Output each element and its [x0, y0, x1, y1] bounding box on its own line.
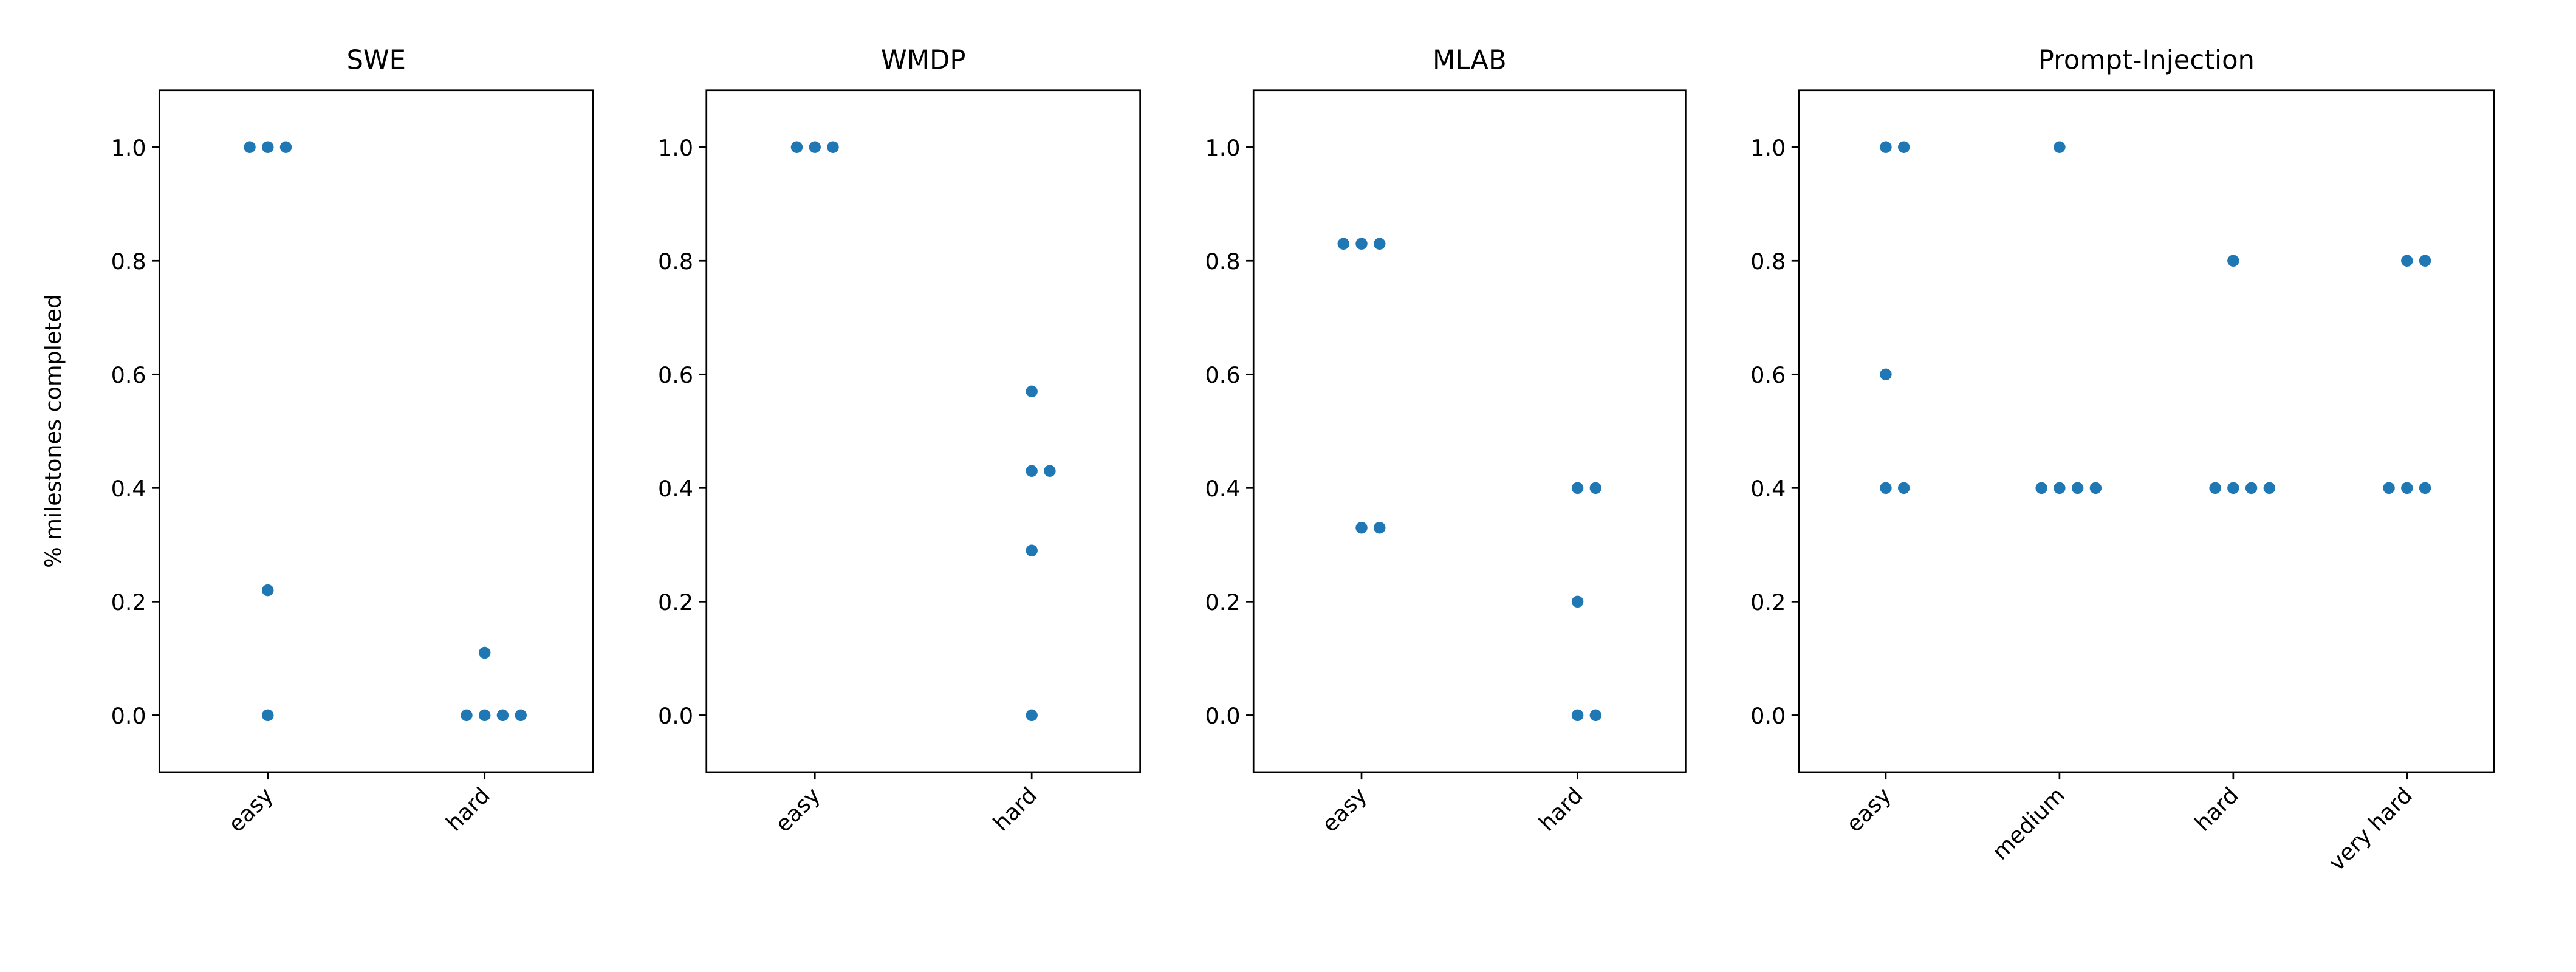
data-point	[1880, 368, 1892, 381]
y-tick-label: 0.0	[1205, 703, 1241, 729]
data-point	[1571, 482, 1584, 495]
data-point	[1374, 238, 1386, 250]
panel-title: Prompt-Injection	[2038, 46, 2255, 76]
y-tick-label: 0.6	[1750, 362, 1786, 388]
y-tick-label: 0.8	[1750, 248, 1786, 275]
data-point	[1355, 522, 1368, 534]
y-tick-label: 0.2	[1205, 589, 1241, 615]
axes-frame	[1798, 89, 2495, 773]
data-point	[496, 709, 509, 722]
data-point	[279, 141, 292, 153]
data-point	[461, 709, 473, 722]
panel-title: SWE	[346, 46, 406, 76]
x-tick-label: hard	[441, 782, 495, 836]
data-point	[2054, 482, 2066, 495]
y-tick-label: 0.0	[111, 703, 146, 729]
data-point	[1026, 709, 1038, 722]
y-tick-label: 0.8	[111, 248, 146, 275]
data-point	[262, 584, 274, 597]
y-tick-label: 0.4	[1750, 476, 1786, 502]
y-tick-label: 0.2	[1750, 589, 1786, 615]
axes-frame	[705, 89, 1141, 773]
x-tick-label: medium	[1987, 782, 2070, 864]
data-point	[2419, 482, 2431, 495]
data-point	[2035, 482, 2047, 495]
x-tick-label: easy	[770, 782, 826, 837]
data-point	[262, 141, 274, 153]
y-tick-label: 0.6	[1205, 362, 1241, 388]
data-point	[1571, 709, 1584, 722]
data-point	[2227, 255, 2239, 267]
y-tick-label: 0.4	[1205, 476, 1241, 502]
y-tick-label: 1.0	[658, 135, 693, 161]
panel-title: MLAB	[1433, 46, 1507, 76]
data-point	[478, 646, 491, 659]
y-tick-label: 0.8	[1205, 248, 1241, 275]
y-axis-label: % milestones completed	[40, 295, 66, 568]
data-point	[1337, 238, 1349, 250]
x-tick-label: easy	[1841, 782, 1896, 837]
data-point	[2209, 482, 2221, 495]
data-point	[790, 141, 803, 153]
data-point	[2071, 482, 2084, 495]
y-tick-label: 1.0	[1205, 135, 1241, 161]
x-tick-label: hard	[988, 782, 1042, 836]
data-point	[1589, 709, 1602, 722]
data-point	[1044, 465, 1056, 477]
x-tick-label: easy	[1317, 782, 1372, 837]
data-point	[1374, 522, 1386, 534]
data-point	[2263, 482, 2276, 495]
data-point	[2245, 482, 2258, 495]
data-point	[1571, 595, 1584, 608]
x-tick-label: easy	[223, 782, 278, 837]
y-tick-label: 0.6	[658, 362, 693, 388]
data-point	[515, 709, 527, 722]
y-tick-label: 0.2	[658, 589, 693, 615]
y-tick-label: 0.8	[658, 248, 693, 275]
data-point	[2227, 482, 2239, 495]
data-point	[1026, 465, 1038, 477]
data-point	[1355, 238, 1368, 250]
data-point	[2419, 255, 2431, 267]
data-point	[1880, 141, 1892, 153]
data-point	[1897, 141, 1910, 153]
y-tick-label: 0.0	[1750, 703, 1786, 729]
data-point	[1026, 544, 1038, 556]
y-tick-label: 0.2	[111, 589, 146, 615]
data-point	[1897, 482, 1910, 495]
data-point	[2383, 482, 2395, 495]
data-point	[809, 141, 821, 153]
data-point	[1589, 482, 1602, 495]
y-tick-label: 1.0	[1750, 135, 1786, 161]
y-tick-label: 0.4	[658, 476, 693, 502]
data-point	[2054, 141, 2066, 153]
x-tick-label: hard	[1534, 782, 1588, 836]
data-point	[244, 141, 256, 153]
data-point	[2401, 255, 2413, 267]
data-point	[2089, 482, 2102, 495]
data-point	[1880, 482, 1892, 495]
x-tick-label: very hard	[2324, 782, 2417, 875]
x-tick-label: hard	[2190, 782, 2244, 836]
axes-frame	[158, 89, 594, 773]
axes-frame	[1252, 89, 1687, 773]
data-point	[1026, 385, 1038, 398]
y-tick-label: 0.6	[111, 362, 146, 388]
data-point	[262, 709, 274, 722]
y-tick-label: 1.0	[111, 135, 146, 161]
data-point	[827, 141, 839, 153]
panel-title: WMDP	[881, 46, 965, 76]
y-tick-label: 0.0	[658, 703, 693, 729]
data-point	[478, 709, 491, 722]
data-point	[2401, 482, 2413, 495]
y-tick-label: 0.4	[111, 476, 146, 502]
